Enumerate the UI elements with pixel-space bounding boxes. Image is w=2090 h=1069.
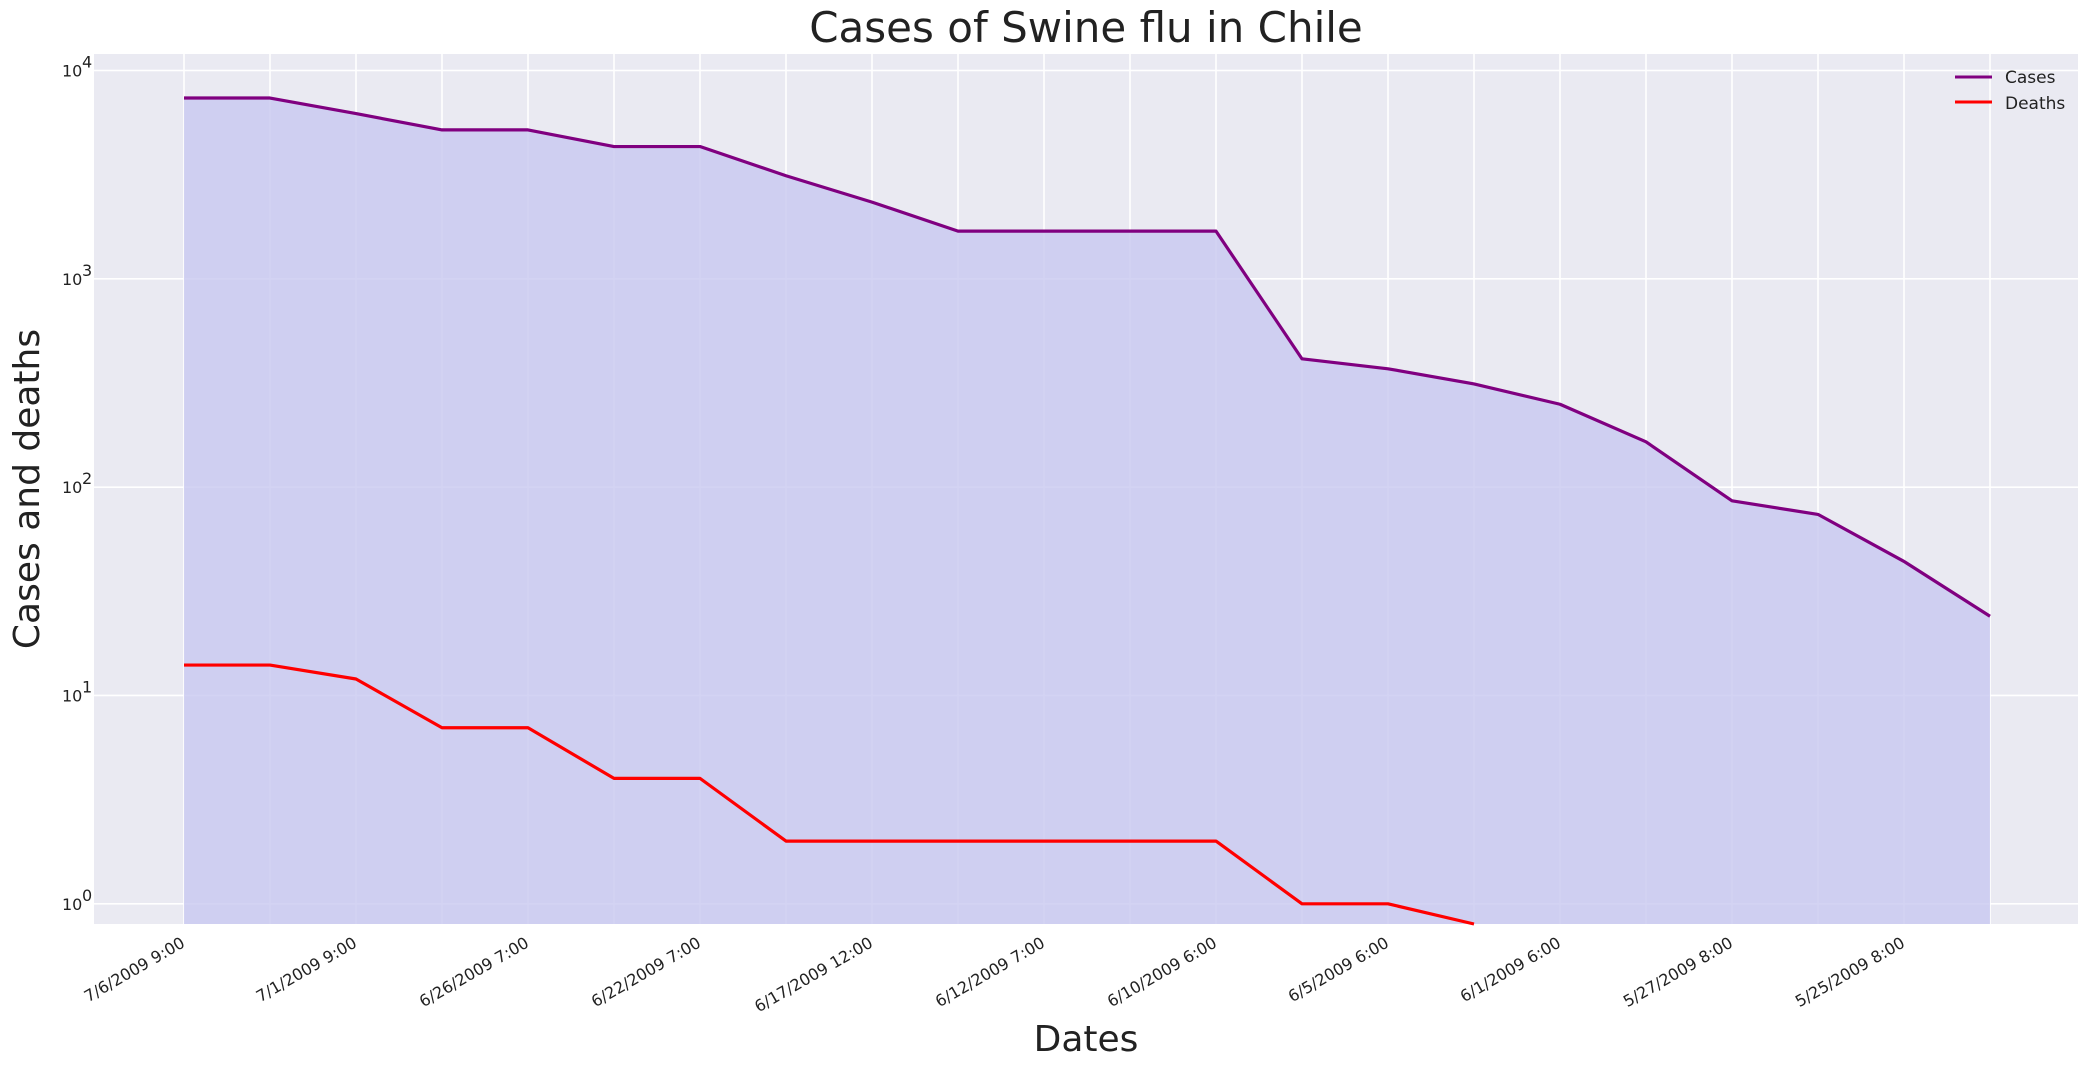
- y-tick-label: 10: [62, 686, 82, 705]
- x-tick-label: 6/26/2009 7:00: [416, 933, 532, 1011]
- x-tick-label: 5/25/2009 8:00: [1792, 933, 1908, 1011]
- x-tick-label: 7/6/2009 9:00: [81, 933, 188, 1006]
- x-tick-label: 6/17/2009 12:00: [751, 933, 876, 1016]
- y-tick-exponent: 2: [82, 469, 92, 488]
- legend-label-cases: Cases: [2005, 68, 2056, 88]
- series-lines: [184, 96, 1991, 926]
- y-tick-label: 10: [62, 895, 82, 914]
- x-tick-label: 6/1/2009 6:00: [1457, 933, 1564, 1006]
- x-tick-label: 6/12/2009 7:00: [932, 933, 1048, 1011]
- chart-title: Cases of Swine flu in Chile: [809, 3, 1363, 52]
- y-tick-exponent: 1: [82, 677, 92, 696]
- x-tick-label: 6/10/2009 6:00: [1104, 933, 1220, 1011]
- cases-area-fill: [184, 98, 1990, 924]
- y-tick-exponent: 4: [82, 52, 92, 71]
- x-tick-label: 6/5/2009 6:00: [1285, 933, 1392, 1006]
- x-tick-label: 7/1/2009 9:00: [253, 933, 360, 1006]
- series-line-deaths: [184, 663, 1475, 926]
- x-tick-label: 6/22/2009 7:00: [588, 933, 704, 1011]
- y-tick-exponent: 3: [82, 261, 92, 280]
- x-tick-labels: 7/6/2009 9:00 7/1/2009 9:00 6/26/2009 7:00…: [81, 933, 1908, 1016]
- y-tick-label: 10: [62, 478, 82, 497]
- x-tick-label: 5/27/2009 8:00: [1620, 933, 1736, 1011]
- y-tick-exponent: 0: [82, 886, 92, 905]
- x-axis-label: Dates: [1034, 1019, 1139, 1060]
- series-line-cases: [184, 96, 1991, 618]
- y-tick-label: 10: [62, 61, 82, 80]
- legend: Cases Deaths: [1955, 68, 2065, 114]
- y-tick-label: 10: [62, 270, 82, 289]
- legend-label-deaths: Deaths: [2005, 94, 2065, 114]
- y-axis-label: Cases and deaths: [7, 329, 48, 649]
